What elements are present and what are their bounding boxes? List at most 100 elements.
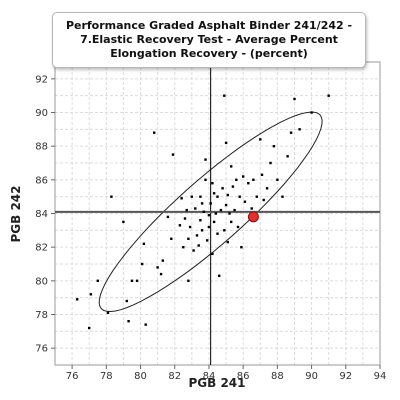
data-point: [207, 225, 211, 229]
x-axis-ticks: 76 78 80 82 84 86 88 90 92 94: [66, 365, 386, 382]
data-point: [262, 198, 265, 202]
data-point: [171, 153, 175, 156]
data-point: [188, 225, 192, 229]
data-point: [223, 229, 226, 232]
data-point: [89, 293, 93, 296]
data-point: [219, 208, 223, 212]
data-point: [144, 323, 147, 326]
data-point: [122, 220, 125, 224]
y-tick-label: 86: [35, 175, 48, 186]
data-point: [183, 217, 187, 220]
y-tick-label: 78: [35, 310, 48, 321]
y-tick-label: 88: [35, 142, 48, 153]
data-point: [211, 252, 214, 256]
data-point: [135, 279, 139, 282]
data-point: [166, 215, 170, 219]
data-point: [206, 239, 209, 242]
data-points: [76, 94, 330, 330]
data-point: [180, 197, 183, 200]
data-point: [161, 259, 164, 262]
y-tick-label: 82: [35, 243, 48, 254]
data-point: [88, 326, 91, 330]
data-point: [153, 131, 156, 134]
data-point: [247, 182, 250, 185]
data-point: [204, 158, 207, 161]
x-axis-label: PGB 241: [188, 376, 245, 390]
data-point: [223, 94, 226, 97]
data-point: [76, 298, 79, 301]
data-point: [200, 202, 204, 205]
data-point: [240, 246, 243, 249]
data-point: [242, 175, 245, 178]
data-point: [211, 182, 214, 185]
data-point: [231, 185, 235, 188]
data-point: [252, 178, 255, 181]
data-point: [260, 173, 264, 176]
data-point: [202, 210, 205, 213]
grid: [55, 62, 380, 365]
x-tick-label: 88: [271, 371, 284, 382]
data-point: [238, 195, 241, 198]
x-tick-label: 86: [237, 371, 250, 382]
data-point: [170, 237, 173, 240]
x-tick-label: 80: [134, 371, 147, 382]
data-point: [207, 214, 211, 217]
data-point: [310, 111, 313, 114]
y-tick-label: 84: [35, 209, 48, 220]
data-point: [281, 195, 284, 198]
x-tick-label: 92: [339, 371, 352, 382]
data-point: [224, 141, 228, 144]
chart-title-box: Performance Graded Asphalt Binder 241/24…: [52, 12, 366, 68]
x-tick-label: 76: [66, 371, 79, 382]
data-point: [159, 272, 163, 276]
data-point: [106, 311, 110, 314]
highlight-layer: [247, 211, 259, 223]
data-point: [199, 195, 202, 198]
y-axis-label: PGB 242: [9, 185, 23, 242]
data-point: [204, 178, 207, 181]
data-point: [141, 262, 144, 266]
data-point: [289, 131, 293, 134]
data-point: [272, 145, 276, 148]
data-point: [298, 128, 301, 131]
data-point: [235, 178, 238, 181]
data-point: [269, 161, 272, 165]
data-point: [221, 187, 224, 190]
data-point: [212, 192, 216, 195]
data-point: [226, 193, 229, 197]
confidence-ellipse-layer: [98, 111, 323, 313]
data-point: [230, 165, 233, 168]
data-point: [236, 225, 240, 229]
data-point: [276, 178, 279, 181]
data-point: [195, 234, 199, 237]
data-point: [216, 232, 219, 235]
x-tick-label: 84: [203, 371, 216, 382]
data-point: [142, 242, 146, 245]
data-point: [199, 219, 202, 222]
highlight-point: [247, 211, 259, 223]
data-point: [110, 195, 113, 198]
chart-title: Performance Graded Asphalt Binder 241/24…: [65, 19, 353, 60]
x-tick-label: 90: [305, 371, 318, 382]
data-point: [243, 200, 247, 203]
data-point: [214, 212, 217, 215]
data-point: [286, 155, 289, 158]
y-tick-label: 76: [35, 344, 48, 355]
reference-lines: [55, 62, 380, 365]
confidence-ellipse: [98, 111, 323, 313]
data-point: [212, 220, 216, 224]
data-point: [327, 94, 330, 97]
data-point: [233, 208, 236, 212]
y-tick-label: 90: [35, 108, 48, 119]
data-point: [200, 229, 204, 232]
data-point: [194, 207, 197, 210]
y-tick-label: 92: [35, 74, 48, 85]
data-point: [293, 97, 296, 101]
x-tick-label: 78: [100, 371, 113, 382]
data-point: [259, 138, 262, 141]
y-axis-ticks: 76 78 80 82 84 86 88 90 92: [35, 74, 55, 355]
data-point: [182, 246, 185, 249]
data-point: [230, 220, 233, 224]
data-point: [130, 279, 134, 282]
